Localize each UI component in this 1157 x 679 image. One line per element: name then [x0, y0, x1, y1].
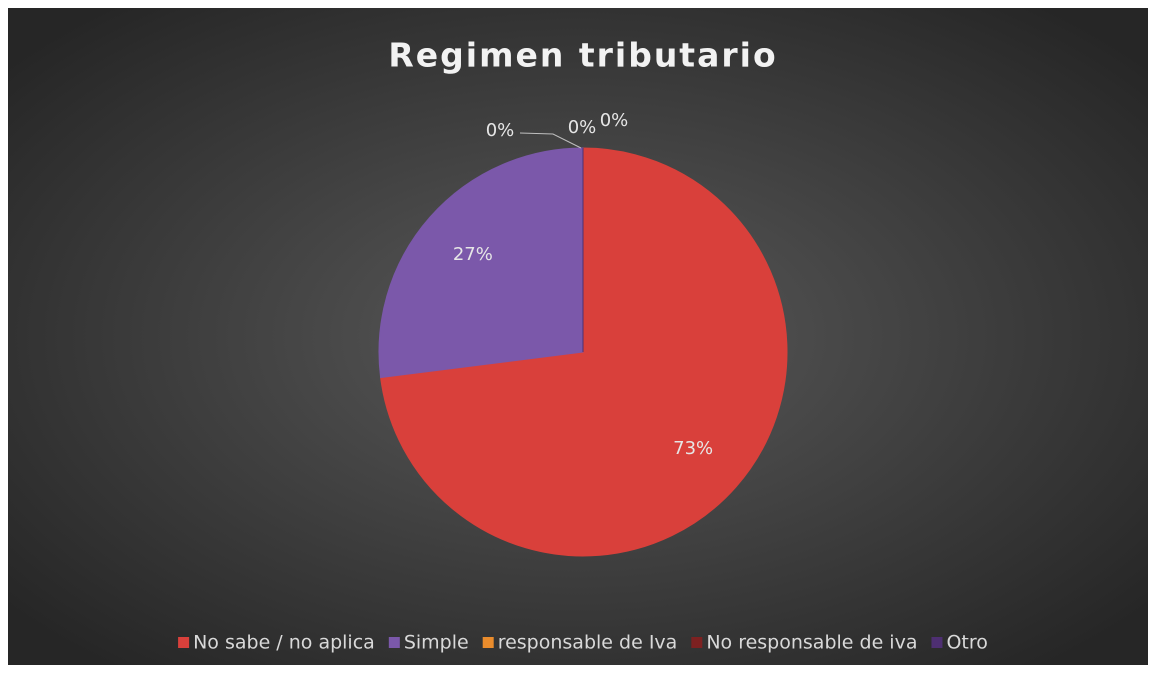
legend-swatch [388, 637, 400, 648]
legend-label: Otro [946, 632, 987, 654]
pie: 73%27%0% 0% 0% [378, 110, 788, 557]
pie-slice [380, 147, 788, 557]
data-label: 27% [453, 244, 493, 265]
legend-swatch [931, 637, 943, 648]
legend-label: No sabe / no aplica [193, 632, 375, 654]
legend-label: Simple [404, 632, 469, 654]
legend-label: responsable de Iva [498, 632, 678, 654]
legend-swatch [482, 637, 494, 648]
legend-swatch [178, 637, 190, 648]
legend: No sabe / no aplica Simple responsable de … [178, 632, 988, 654]
pie-slice [378, 147, 584, 379]
legend-swatch [691, 637, 703, 648]
chart-title: Regimen tributario [388, 36, 777, 75]
data-label: 0% [600, 110, 629, 131]
data-label: 73% [673, 438, 713, 459]
legend-label: No responsable de iva [706, 632, 917, 654]
data-label: 0% [486, 120, 515, 141]
leader-line [519, 132, 582, 149]
data-label: 0% [568, 117, 597, 138]
